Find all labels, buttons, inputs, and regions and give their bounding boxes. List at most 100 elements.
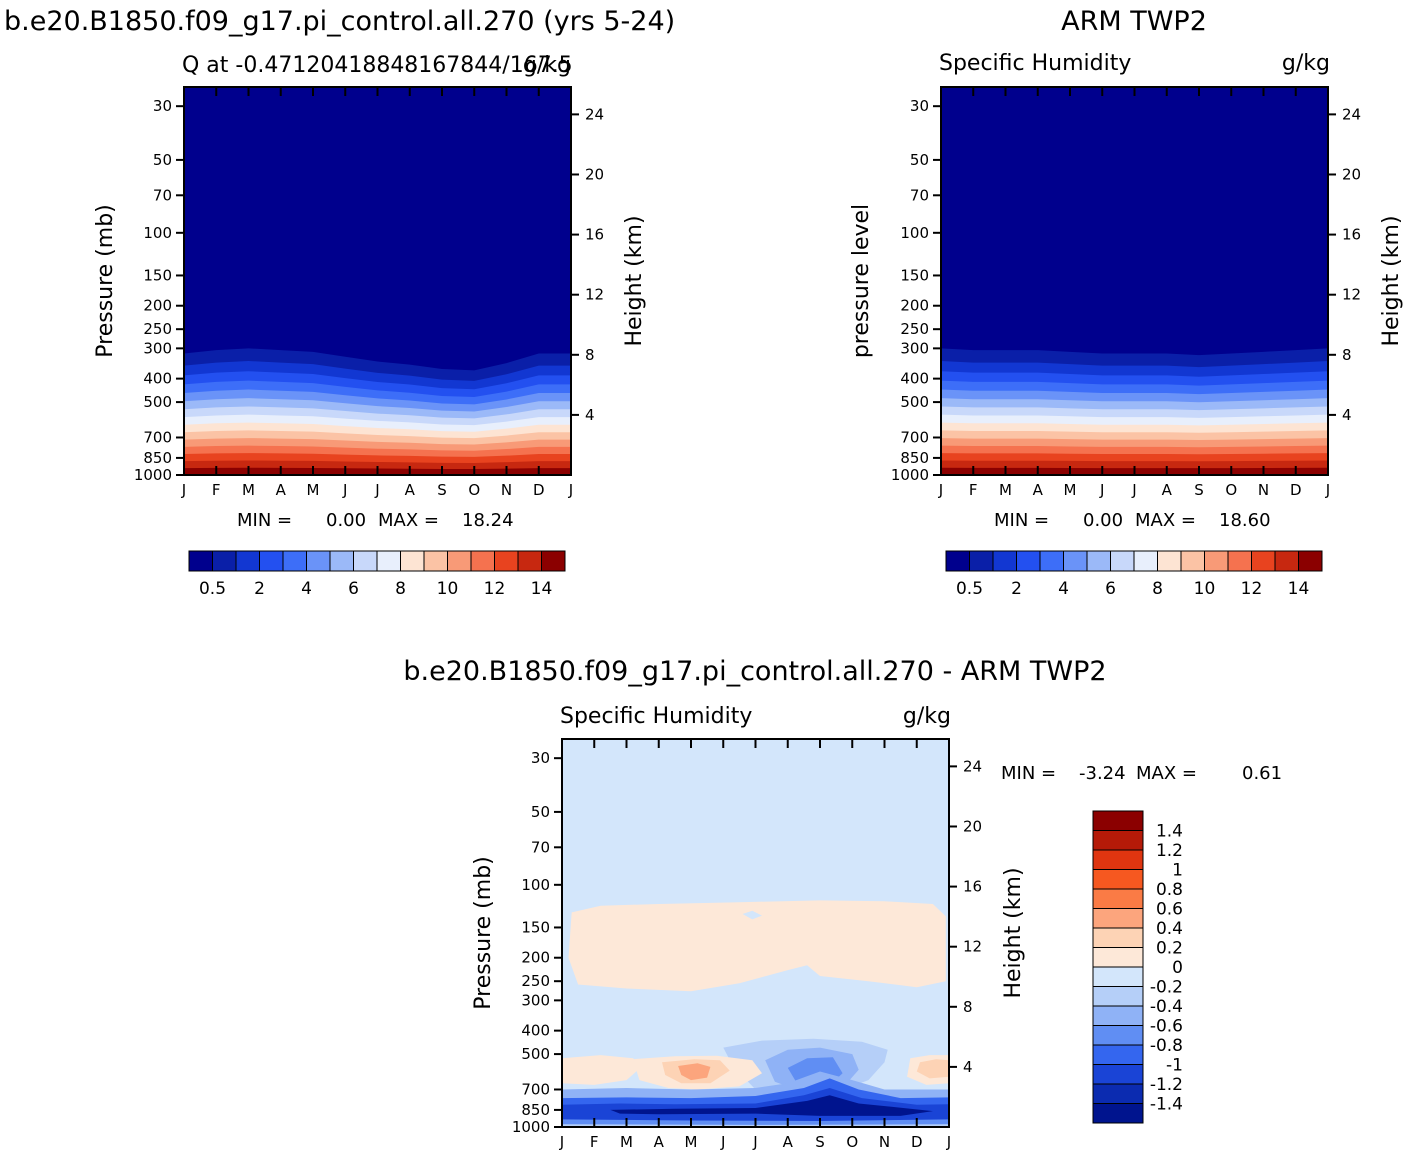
y-right-tick-label: 16	[1342, 226, 1361, 244]
legend-swatch	[1274, 550, 1299, 572]
panel-model-legend: 0.5 2 4 6 8 10 12 14	[188, 550, 566, 599]
x-tick-label: N	[501, 481, 512, 499]
difference-contour	[562, 1088, 949, 1127]
legend-label: -0.6	[1150, 1017, 1183, 1037]
x-tick-label: J	[752, 1133, 757, 1151]
y-right-tick-label: 20	[963, 817, 982, 835]
panel-model-max-label: MAX =	[378, 510, 439, 531]
legend-swatch	[1110, 550, 1135, 572]
x-tick-label: M	[242, 481, 255, 499]
y-right-tick-label: 20	[1342, 165, 1361, 183]
x-tick-label: F	[590, 1133, 599, 1151]
legend-swatch	[1251, 550, 1276, 572]
x-tick-label: O	[1225, 481, 1237, 499]
legend-label: -0.2	[1150, 978, 1183, 998]
legend-swatch	[1086, 550, 1111, 572]
x-tick-label: N	[879, 1133, 890, 1151]
legend-swatch	[1092, 986, 1144, 1007]
panel-diff-stats: MIN = -3.24 MAX = 0.61	[1001, 763, 1282, 784]
panel-obs-min-label: MIN =	[994, 510, 1049, 531]
panel-diff-min-label: MIN =	[1001, 763, 1056, 784]
x-tick-label: J	[946, 1133, 951, 1151]
legend-swatch	[1133, 550, 1158, 572]
y-tick-label: 100	[143, 224, 172, 242]
legend-label: 0.5	[199, 579, 226, 599]
legend-swatch	[306, 550, 331, 572]
x-tick-label: M	[1064, 481, 1077, 499]
panel-obs-max-value: 18.60	[1219, 510, 1271, 531]
y-right-tick-label: 4	[585, 406, 595, 424]
y-right-tick-label: 20	[585, 165, 604, 183]
y-tick-label: 300	[521, 991, 550, 1009]
difference-contour	[610, 1095, 933, 1116]
y-tick-label: 30	[531, 749, 550, 767]
legend-label: 4	[301, 579, 312, 599]
legend-label: 6	[1105, 579, 1116, 599]
x-tick-label: D	[1290, 481, 1302, 499]
y-tick-label: 250	[143, 320, 172, 338]
y-tick-label: 70	[531, 838, 550, 856]
y-tick-label: 850	[900, 449, 929, 467]
x-tick-label: A	[276, 481, 287, 499]
y-right-tick-label: 12	[585, 286, 604, 304]
panel-obs-ylabel: pressure level	[849, 204, 874, 358]
panel-obs-legend: 0.5 2 4 6 8 10 12 14	[945, 550, 1323, 599]
panel-model-ylabel-right: Height (km)	[622, 215, 647, 346]
y-tick-label: 250	[521, 972, 550, 990]
legend-swatch	[282, 550, 307, 572]
y-tick-label: 50	[531, 803, 550, 821]
legend-swatch	[494, 550, 519, 572]
legend-label: 0.5	[956, 579, 983, 599]
panel-diff-min-value: -3.24	[1079, 763, 1126, 784]
x-tick-label: O	[468, 481, 480, 499]
x-tick-label: A	[783, 1133, 794, 1151]
legend-label: 12	[1241, 579, 1263, 599]
panel-obs-ylabel-right: Height (km)	[1379, 215, 1404, 346]
y-right-tick-label: 24	[585, 105, 604, 123]
y-tick-label: 70	[910, 186, 929, 204]
y-tick-label: 30	[153, 97, 172, 115]
panel-model-stats: MIN = 0.00 MAX = 18.24	[237, 510, 514, 531]
legend-swatch	[1092, 1025, 1144, 1046]
y-tick-label: 400	[521, 1022, 550, 1040]
y-tick-label: 150	[521, 918, 550, 936]
legend-label: 8	[1152, 579, 1163, 599]
panel-obs-field	[941, 87, 1328, 475]
legend-swatch	[1092, 966, 1144, 987]
y-tick-label: 850	[521, 1101, 550, 1119]
difference-contour	[916, 1059, 949, 1079]
y-tick-label: 500	[521, 1045, 550, 1063]
legend-label: 0.6	[1156, 900, 1183, 920]
y-tick-label: 200	[900, 297, 929, 315]
legend-swatch	[992, 550, 1017, 572]
y-right-tick-label: 8	[585, 346, 595, 364]
panel-model-ylabel: Pressure (mb)	[93, 204, 118, 358]
y-tick-label: 850	[143, 449, 172, 467]
x-tick-label: J	[938, 481, 943, 499]
legend-swatch	[212, 550, 237, 572]
panel-diff-field	[562, 739, 949, 1127]
y-right-tick-label: 24	[963, 757, 982, 775]
y-tick-label: 50	[153, 151, 172, 169]
legend-swatch	[353, 550, 378, 572]
legend-swatch	[376, 550, 401, 572]
legend-label: -1	[1166, 1056, 1183, 1076]
legend-label: 1.2	[1156, 841, 1183, 861]
legend-label: 10	[1194, 579, 1216, 599]
legend-label: 0	[1172, 958, 1183, 978]
panel-model: b.e20.B1850.f09_g17.pi_control.all.270 (…	[4, 6, 675, 599]
legend-swatch	[1092, 1083, 1144, 1104]
y-tick-label: 700	[521, 1080, 550, 1098]
y-tick-label: 1000	[134, 466, 172, 484]
x-tick-label: O	[846, 1133, 858, 1151]
x-tick-label: J	[559, 1133, 564, 1151]
x-tick-label: D	[911, 1133, 923, 1151]
legend-swatch	[1092, 810, 1144, 831]
x-tick-label: M	[307, 481, 320, 499]
y-right-tick-label: 8	[1342, 346, 1352, 364]
y-right-tick-label: 4	[1342, 406, 1352, 424]
x-tick-label: A	[405, 481, 416, 499]
panel-diff-max-label: MAX =	[1136, 763, 1197, 784]
legend-swatch	[1092, 830, 1144, 851]
